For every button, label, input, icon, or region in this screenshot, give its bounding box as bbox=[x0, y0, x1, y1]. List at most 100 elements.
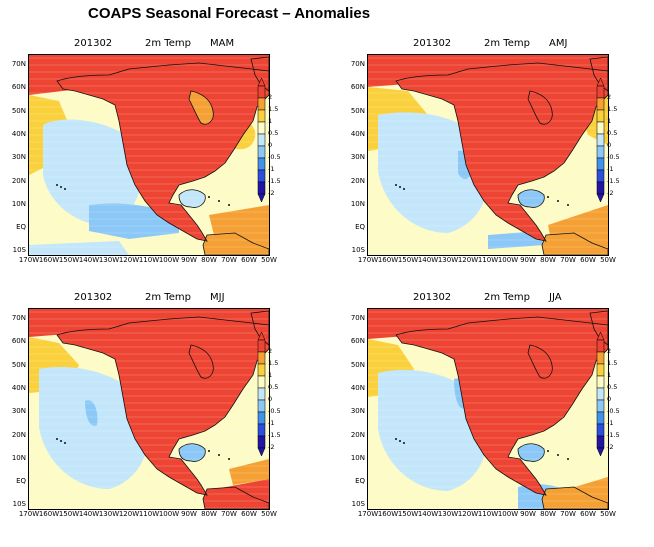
colorbar-label: 2 bbox=[268, 93, 273, 101]
coastline bbox=[56, 62, 269, 242]
island bbox=[557, 200, 559, 202]
lon-tick-label: 110W bbox=[138, 510, 160, 518]
coastline bbox=[202, 486, 269, 509]
island bbox=[56, 438, 58, 440]
greenland-region bbox=[251, 57, 269, 91]
south-america-region bbox=[203, 487, 269, 509]
colorbar-svg bbox=[596, 77, 605, 203]
lat-tick-label: 30N bbox=[11, 153, 26, 162]
colorbar-cap bbox=[596, 77, 605, 87]
lat-tick-label: 70N bbox=[11, 314, 26, 322]
lon-tick-label: 100W bbox=[497, 256, 519, 264]
lon-tick-label: 120W bbox=[457, 510, 479, 518]
colorbar-swatch bbox=[257, 97, 266, 111]
lon-tick-label: 150W bbox=[58, 256, 80, 264]
panel-variable: 2m Temp bbox=[484, 38, 530, 49]
colorbar-label: 0 bbox=[268, 141, 273, 149]
lat-tick-label: 10S bbox=[12, 500, 26, 509]
colorbar-label: 1 bbox=[268, 117, 273, 125]
colorbar-swatch bbox=[596, 169, 605, 183]
panel-date: 201302 bbox=[413, 292, 452, 303]
coastline bbox=[517, 189, 545, 208]
colorbar-cap bbox=[596, 447, 605, 457]
lon-tick-label: 50W bbox=[261, 256, 277, 264]
coastline bbox=[541, 232, 608, 255]
colorbar-cap bbox=[596, 331, 605, 341]
lon-tick-label: 70W bbox=[560, 510, 576, 518]
colorbar-swatch bbox=[257, 387, 266, 401]
lat-tick-label: 70N bbox=[350, 60, 365, 68]
colorbar-swatch bbox=[596, 181, 605, 195]
island bbox=[228, 458, 230, 460]
lon-tick-label: 100W bbox=[158, 510, 180, 518]
south-america-region bbox=[542, 487, 608, 509]
coastline bbox=[395, 62, 608, 242]
island bbox=[64, 188, 66, 190]
lon-tick-label: 60W bbox=[241, 256, 257, 264]
anomaly-region bbox=[43, 119, 143, 226]
land-anomaly bbox=[396, 317, 608, 495]
colorbar-label: -0.5 bbox=[607, 153, 620, 161]
colorbar-label: 1.5 bbox=[607, 105, 618, 113]
lon-tick-label: 80W bbox=[540, 510, 556, 518]
colorbar-swatch bbox=[596, 411, 605, 425]
lon-tick-label: 100W bbox=[497, 510, 519, 518]
anomaly-region bbox=[39, 366, 150, 489]
colorbar-svg bbox=[257, 77, 266, 203]
colorbar-cap bbox=[257, 193, 266, 203]
lon-tick-label: 60W bbox=[580, 510, 596, 518]
lat-tick-label: 20N bbox=[11, 430, 26, 439]
lon-tick-label: 90W bbox=[181, 256, 197, 264]
colorbar-label: -0.5 bbox=[268, 407, 281, 415]
lat-tick-label: EQ bbox=[16, 223, 26, 232]
island bbox=[218, 454, 220, 456]
colorbar-swatch bbox=[596, 339, 605, 353]
colorbar: 2 1.5 1 0.5 0 -0.5 -1 -1.5 -2 bbox=[256, 331, 296, 482]
colorbar-swatch bbox=[596, 363, 605, 377]
greenland-region bbox=[251, 311, 269, 345]
lon-tick-label: 120W bbox=[118, 510, 140, 518]
colorbar-label: -1 bbox=[268, 419, 275, 427]
coastline bbox=[56, 316, 269, 496]
island bbox=[399, 186, 401, 188]
panel-date: 201302 bbox=[74, 292, 113, 303]
coastline bbox=[178, 443, 206, 462]
lat-tick-label: 70N bbox=[350, 314, 365, 322]
lon-tick-label: 170W bbox=[357, 256, 379, 264]
colorbar-label: -1.5 bbox=[607, 431, 620, 439]
gulf-region bbox=[518, 443, 545, 462]
colorbar-swatch bbox=[257, 85, 266, 99]
colorbar-cap bbox=[257, 447, 266, 457]
island bbox=[395, 438, 397, 440]
island bbox=[403, 442, 405, 444]
anomaly-region bbox=[85, 400, 98, 426]
land-anomaly bbox=[57, 63, 269, 241]
island bbox=[403, 188, 405, 190]
colorbar-swatch bbox=[257, 133, 266, 147]
colorbar-swatch bbox=[257, 351, 266, 365]
lon-tick-label: 120W bbox=[457, 256, 479, 264]
colorbar-label: -1 bbox=[607, 165, 614, 173]
land-anomaly bbox=[57, 317, 269, 495]
island bbox=[64, 442, 66, 444]
colorbar-label: -1 bbox=[607, 419, 614, 427]
lat-tick-label: EQ bbox=[16, 477, 26, 486]
anomaly-map bbox=[28, 308, 270, 510]
island bbox=[557, 454, 559, 456]
lat-tick-label: 10S bbox=[12, 246, 26, 255]
colorbar-label: 0.5 bbox=[607, 129, 618, 137]
coastline bbox=[527, 344, 553, 379]
lat-tick-label: 50N bbox=[11, 360, 26, 369]
coastline bbox=[188, 344, 214, 379]
gulf-region bbox=[518, 189, 545, 208]
greenland-region bbox=[590, 311, 608, 345]
lat-tick-label: 50N bbox=[350, 360, 365, 369]
greenland-region bbox=[590, 57, 608, 91]
lon-tick-label: 50W bbox=[600, 256, 616, 264]
lon-tick-label: 150W bbox=[397, 510, 419, 518]
lon-tick-label: 150W bbox=[397, 256, 419, 264]
colorbar-swatch bbox=[257, 375, 266, 389]
colorbar-label: -2 bbox=[268, 189, 275, 197]
lat-tick-label: 10N bbox=[11, 453, 26, 462]
colorbar-label: 2 bbox=[607, 93, 612, 101]
